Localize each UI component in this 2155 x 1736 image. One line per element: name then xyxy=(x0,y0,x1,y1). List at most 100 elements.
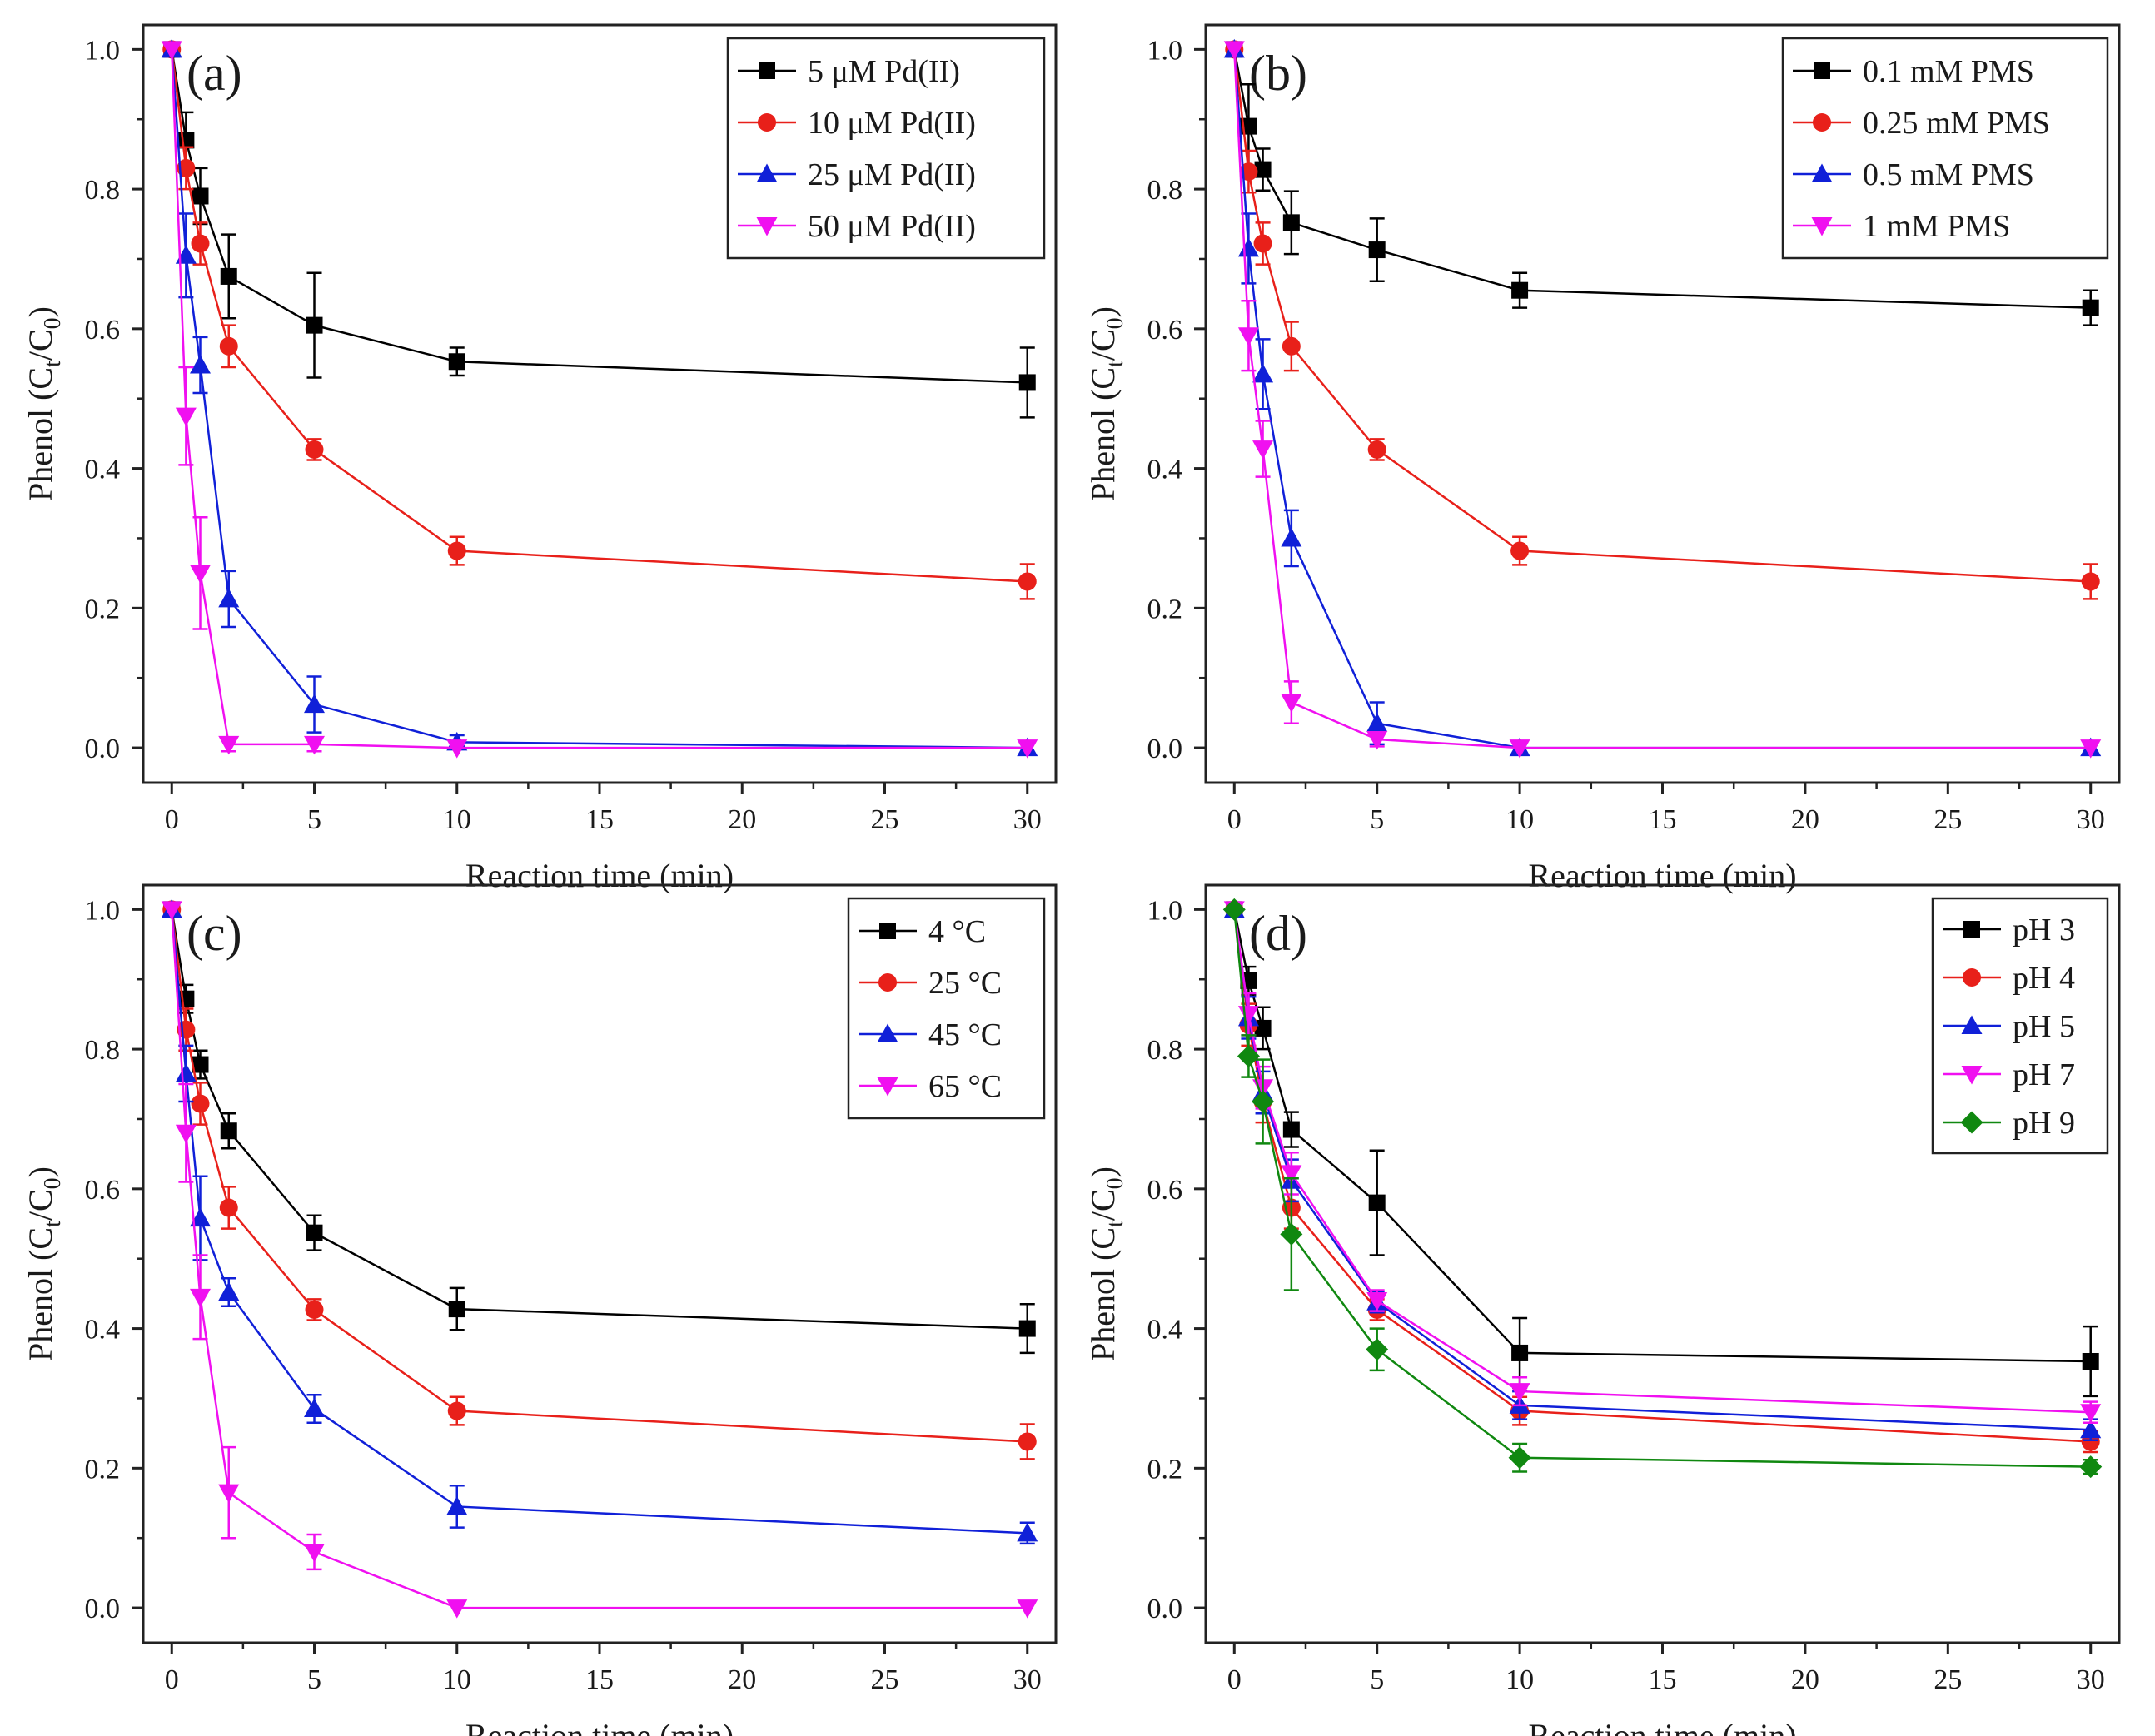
square-marker xyxy=(448,1301,465,1318)
legend: 5 μM Pd(II) 10 μM Pd(II) 25 μM Pd(II) 50 μM… xyxy=(726,37,1046,260)
triangle-down-marker xyxy=(1017,1599,1038,1619)
triangle-down-marker xyxy=(1366,731,1388,750)
square-marker xyxy=(2082,1353,2099,1370)
circle-marker xyxy=(305,1300,324,1319)
triangle-down-marker xyxy=(1223,41,1245,60)
diamond-marker xyxy=(1237,1044,1260,1067)
legend-item: 5 μM Pd(II) xyxy=(738,54,960,89)
triangle-down-marker xyxy=(1961,1066,1983,1085)
x-tick-label: 5 xyxy=(307,1664,321,1695)
legend-label: 45 °C xyxy=(928,1017,1002,1052)
x-tick-label: 5 xyxy=(307,804,321,835)
y-tick-label: 1.0 xyxy=(1147,35,1183,66)
y-tick-label: 1.0 xyxy=(85,35,121,66)
y-tick-label: 0.0 xyxy=(1147,734,1183,764)
series-3 xyxy=(161,901,1038,1619)
square-marker xyxy=(1814,62,1830,79)
square-marker xyxy=(220,1122,237,1140)
circle-marker xyxy=(1018,1432,1037,1451)
triangle-down-marker xyxy=(304,735,325,755)
x-tick-label: 25 xyxy=(1934,804,1962,835)
legend-item: 0.25 mM PMS xyxy=(1793,106,2050,141)
diamond-marker xyxy=(1222,898,1246,921)
legend-label: 0.5 mM PMS xyxy=(1863,157,2034,192)
triangle-up-marker xyxy=(1366,713,1388,732)
triangle-down-marker xyxy=(756,217,778,236)
x-tick-label: 15 xyxy=(585,804,614,835)
triangle-up-marker xyxy=(1281,527,1302,547)
square-marker xyxy=(192,187,209,205)
legend-item: pH 7 xyxy=(1943,1057,2075,1092)
legend-label: pH 4 xyxy=(2013,961,2075,996)
legend-item: 25 °C xyxy=(859,966,1002,1001)
circle-marker xyxy=(1813,113,1831,132)
square-marker xyxy=(177,132,195,149)
triangle-up-marker xyxy=(446,1495,468,1515)
triangle-up-marker xyxy=(1811,163,1833,182)
triangle-down-marker xyxy=(190,1288,211,1308)
legend-item: pH 4 xyxy=(1943,961,2075,996)
series-3 xyxy=(161,41,1038,759)
triangle-down-marker xyxy=(1281,694,1302,714)
triangle-up-marker xyxy=(756,163,778,182)
circle-marker xyxy=(878,973,897,992)
triangle-down-marker xyxy=(446,739,468,759)
legend-item: pH 9 xyxy=(1943,1106,2075,1141)
circle-marker xyxy=(1510,541,1530,560)
y-tick-label: 0.2 xyxy=(85,1454,121,1485)
x-tick-label: 0 xyxy=(165,804,179,835)
triangle-down-marker xyxy=(161,901,182,920)
diamond-marker xyxy=(1252,1090,1275,1113)
panel-label: (b) xyxy=(1249,46,1307,101)
triangle-down-marker xyxy=(446,1599,468,1619)
circle-marker xyxy=(1018,572,1037,591)
triangle-down-marker xyxy=(190,565,211,584)
legend-item: 45 °C xyxy=(859,1017,1002,1052)
x-tick-label: 30 xyxy=(1013,1664,1042,1695)
legend-label: 0.1 mM PMS xyxy=(1863,54,2034,89)
triangle-down-marker xyxy=(1509,1383,1530,1402)
circle-marker xyxy=(191,1094,210,1113)
series-3 xyxy=(1223,41,2102,759)
y-axis-title: Phenol (Ct/C0) xyxy=(1084,1166,1128,1361)
y-tick-label: 0.8 xyxy=(85,1035,121,1066)
legend-label: pH 7 xyxy=(2013,1057,2075,1092)
triangle-up-marker xyxy=(190,354,211,374)
y-tick-label: 0.0 xyxy=(85,734,121,764)
x-tick-label: 0 xyxy=(1227,1664,1242,1695)
y-axis-title: Phenol (Ct/C0) xyxy=(1084,306,1128,501)
legend-label: pH 3 xyxy=(2013,913,2075,948)
triangle-down-marker xyxy=(1252,440,1274,460)
legend-item: 25 μM Pd(II) xyxy=(738,157,976,192)
circle-marker xyxy=(191,234,210,253)
legend-item: pH 5 xyxy=(1943,1009,2075,1044)
chart-panel-c: 0 5 10 15 20 25 30 0.0 0.2 0.4 0.6 0.8 1.0 Reaction t… xyxy=(22,883,1058,1736)
x-axis-title: Reaction time (min) xyxy=(465,1717,734,1736)
y-tick-label: 0.0 xyxy=(1147,1594,1183,1624)
square-marker xyxy=(448,353,465,371)
square-marker xyxy=(1963,921,1980,938)
legend-box xyxy=(726,37,1046,260)
triangle-down-marker xyxy=(1017,739,1038,759)
chart-panel-d: 0 5 10 15 20 25 30 0.0 0.2 0.4 0.6 0.8 1.0 Reaction t… xyxy=(1084,883,2121,1736)
triangle-up-marker xyxy=(2080,1419,2102,1439)
legend-label: 65 °C xyxy=(928,1069,1002,1104)
triangle-down-marker xyxy=(877,1077,898,1097)
legend-label: pH 9 xyxy=(2013,1106,2075,1141)
x-tick-label: 15 xyxy=(585,1664,614,1695)
legend-label: 0.25 mM PMS xyxy=(1863,106,2050,141)
diamond-marker xyxy=(2079,1455,2103,1479)
legend-label: 5 μM Pd(II) xyxy=(808,54,960,89)
legend-item: pH 3 xyxy=(1943,913,2075,948)
triangle-up-marker xyxy=(218,1281,240,1301)
y-tick-label: 0.4 xyxy=(85,455,121,485)
y-tick-label: 0.4 xyxy=(1147,1315,1183,1346)
series-1 xyxy=(162,40,1037,600)
panel-label: (d) xyxy=(1249,906,1307,961)
square-marker xyxy=(1511,281,1529,299)
circle-marker xyxy=(219,336,238,356)
circle-marker xyxy=(305,440,324,459)
x-tick-label: 20 xyxy=(728,804,756,835)
x-tick-label: 25 xyxy=(871,804,899,835)
